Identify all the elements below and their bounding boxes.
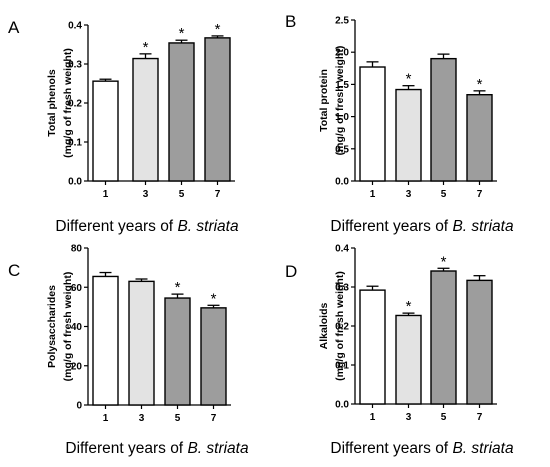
- y-tick-label: 80: [71, 244, 83, 255]
- y-axis-label-a: Total phenols: [46, 69, 58, 137]
- significance-marker: *: [406, 298, 412, 315]
- bar-7: [200, 307, 227, 406]
- y-tick-label: 0.3: [335, 283, 349, 294]
- x-axis-label-text: Different years of: [330, 440, 452, 457]
- x-axis-label-species: B. striata: [187, 440, 249, 457]
- y-axis-unit-label-a: (mg/g of fresh weight): [62, 48, 74, 158]
- x-axis-label-species: B. striata: [177, 218, 239, 235]
- bar-7: [466, 94, 493, 182]
- y-axis-label-d: Alkaloids: [318, 303, 330, 350]
- x-tick-label: 1: [370, 412, 376, 423]
- y-axis-unit-label-c: (mg/g of fresh weight): [62, 272, 74, 382]
- x-axis-label-d: Different years of B. striata: [330, 440, 514, 457]
- x-tick-label: 1: [103, 413, 109, 424]
- bar-1: [359, 289, 386, 405]
- y-tick-label: 20: [71, 361, 83, 372]
- y-axis-unit-label-b: (mg/g of fresh weight): [334, 46, 346, 156]
- x-tick-label: 5: [441, 189, 447, 200]
- y-tick-label: 1.0: [335, 112, 349, 123]
- x-axis-label-text: Different years of: [330, 218, 452, 235]
- y-tick-label: 0.1: [68, 138, 82, 149]
- bar-3: [128, 280, 155, 406]
- significance-marker: *: [175, 279, 181, 296]
- x-tick-label: 7: [477, 412, 483, 423]
- y-tick-label: 60: [71, 283, 83, 294]
- x-tick-label: 7: [211, 413, 217, 424]
- x-axis-label-species: B. striata: [452, 440, 514, 457]
- x-tick-label: 5: [441, 412, 447, 423]
- y-tick-label: 2.5: [335, 16, 349, 27]
- y-tick-label: 0.0: [68, 177, 82, 188]
- y-tick-label: 2.0: [335, 48, 349, 59]
- y-axis-label-c: Polysaccharides: [46, 285, 58, 368]
- chart-panel-d: D Alkaloids (mg/g of fresh weight) 0.0 0.1 0.…: [285, 244, 514, 458]
- bar-5: [430, 57, 457, 182]
- x-tick-label: 1: [370, 189, 376, 200]
- x-tick-label: 3: [406, 189, 412, 200]
- x-tick-label: 7: [477, 189, 483, 200]
- x-tick-label: 1: [103, 189, 109, 200]
- panel-letter-b: B: [285, 12, 296, 31]
- significance-marker: *: [215, 21, 221, 38]
- bar-7: [466, 279, 493, 405]
- y-tick-label: 0.4: [335, 244, 349, 255]
- y-tick-label: 0: [76, 401, 82, 412]
- x-tick-label: 5: [179, 189, 185, 200]
- bar-1: [92, 80, 119, 182]
- panel-letter-d: D: [285, 262, 297, 281]
- y-tick-label: 0.2: [335, 322, 349, 333]
- x-tick-label: 3: [139, 413, 145, 424]
- bar-5: [164, 297, 191, 406]
- y-tick-label: 0.0: [335, 177, 349, 188]
- y-axis-unit-label-d: (mg/g of fresh weight): [334, 271, 346, 381]
- bar-3: [132, 57, 159, 182]
- significance-marker: *: [211, 290, 217, 307]
- significance-marker: *: [477, 76, 483, 93]
- x-tick-label: 3: [406, 412, 412, 423]
- chart-panel-b: B Total protein (mg/g of fresh weight) 0.0 0…: [285, 12, 514, 235]
- x-tick-label: 5: [175, 413, 181, 424]
- bar-1: [359, 66, 386, 182]
- significance-marker: *: [179, 25, 185, 42]
- y-tick-label: 0.2: [68, 99, 82, 110]
- x-axis-label-c: Different years of B. striata: [65, 440, 249, 457]
- y-tick-label: 40: [71, 322, 83, 333]
- chart-panel-a: A Total phenols (mg/g of fresh weight) 0.0 0…: [8, 18, 239, 235]
- y-tick-label: 0.3: [68, 60, 82, 71]
- y-tick-label: 0.4: [68, 21, 82, 32]
- panel-letter-c: C: [8, 261, 20, 280]
- panel-letter-a: A: [8, 18, 20, 37]
- x-axis-label-text: Different years of: [55, 218, 177, 235]
- bar-7: [204, 37, 231, 182]
- y-tick-label: 1.5: [335, 80, 349, 91]
- x-axis-label-species: B. striata: [452, 218, 514, 235]
- significance-marker: *: [143, 39, 149, 56]
- y-tick-label: 0.5: [335, 144, 349, 155]
- x-tick-label: 7: [215, 189, 221, 200]
- y-tick-label: 0.0: [335, 400, 349, 411]
- bar-3: [395, 314, 422, 405]
- x-tick-label: 3: [143, 189, 149, 200]
- x-axis-label-a: Different years of B. striata: [55, 218, 239, 235]
- x-axis-label-text: Different years of: [65, 440, 187, 457]
- bar-1: [92, 275, 119, 406]
- x-axis-label-b: Different years of B. striata: [330, 218, 514, 235]
- chart-panel-c: C Polysaccharides (mg/g of fresh weight) 0 2…: [8, 244, 249, 458]
- y-axis-label-b: Total protein: [318, 69, 330, 132]
- y-tick-label: 0.1: [335, 361, 349, 372]
- significance-marker: *: [406, 71, 412, 88]
- bar-5: [430, 270, 457, 405]
- bar-3: [395, 88, 422, 182]
- bar-5: [168, 42, 195, 182]
- significance-marker: *: [441, 253, 447, 270]
